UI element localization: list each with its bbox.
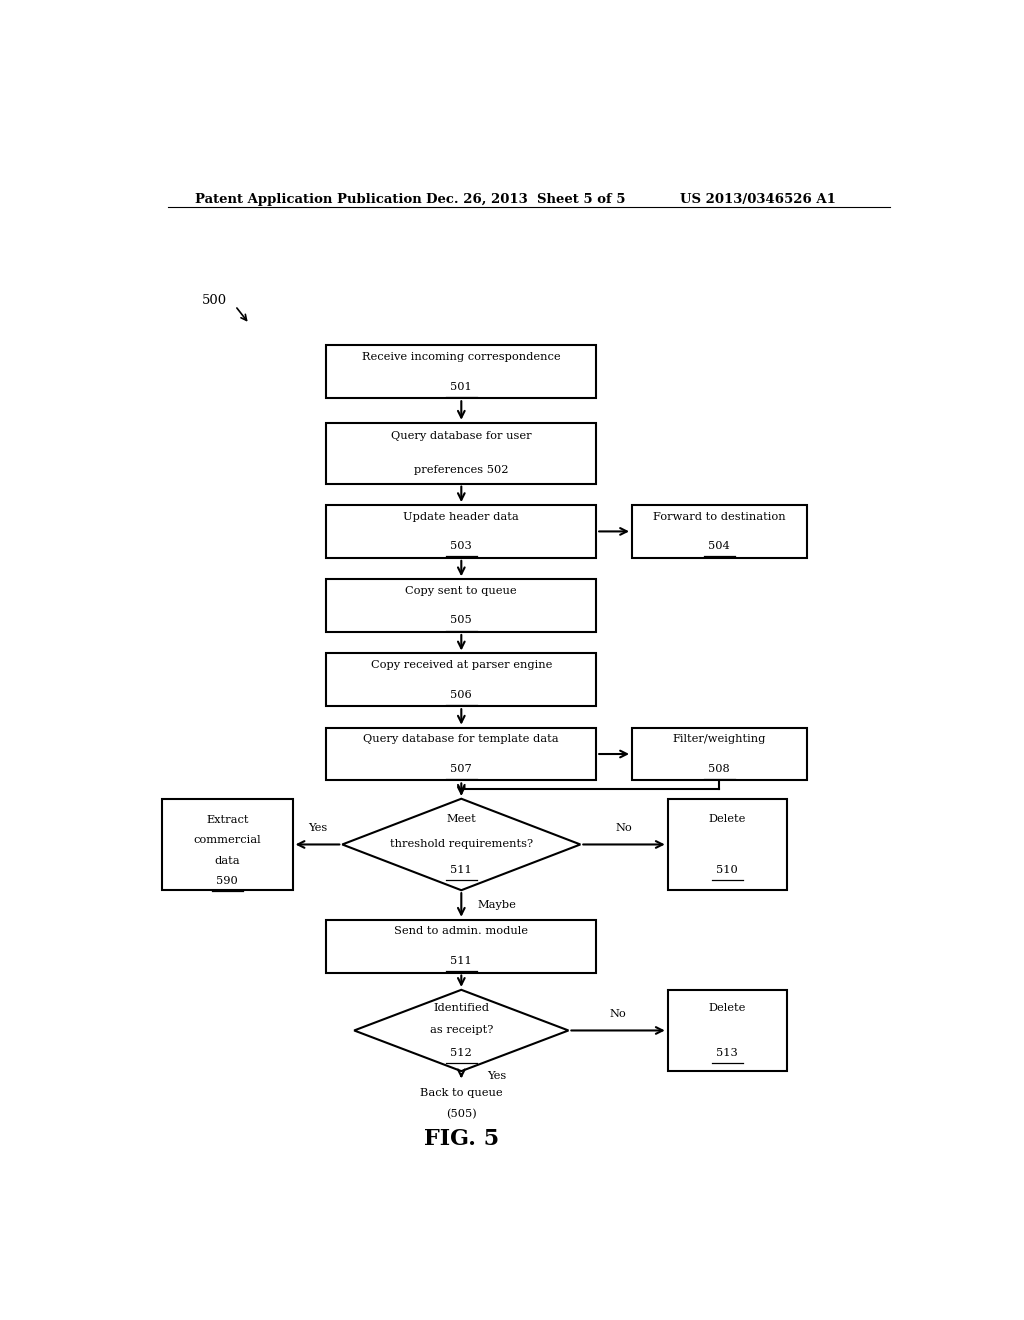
Text: 512: 512 <box>451 1048 472 1059</box>
Text: No: No <box>609 1010 627 1019</box>
Text: 510: 510 <box>717 865 738 875</box>
Bar <box>327 727 596 780</box>
Text: No: No <box>615 824 633 833</box>
Text: Copy received at parser engine: Copy received at parser engine <box>371 660 552 671</box>
Text: Copy sent to queue: Copy sent to queue <box>406 586 517 595</box>
Text: Identified: Identified <box>433 1003 489 1012</box>
Text: Yes: Yes <box>308 824 327 833</box>
Text: FIG. 5: FIG. 5 <box>424 1129 499 1150</box>
Text: Filter/weighting: Filter/weighting <box>673 734 766 744</box>
Bar <box>632 506 807 558</box>
Bar <box>327 920 596 973</box>
Text: Yes: Yes <box>487 1072 507 1081</box>
Text: 507: 507 <box>451 764 472 774</box>
Text: Receive incoming correspondence: Receive incoming correspondence <box>362 352 560 362</box>
Bar <box>668 990 786 1071</box>
Polygon shape <box>342 799 581 890</box>
Text: 513: 513 <box>717 1048 738 1059</box>
Text: 504: 504 <box>709 541 730 552</box>
Text: Update header data: Update header data <box>403 512 519 521</box>
Text: Back to queue: Back to queue <box>420 1089 503 1098</box>
Bar <box>327 422 596 483</box>
Text: Delete: Delete <box>709 814 745 824</box>
Bar <box>327 506 596 558</box>
Text: 511: 511 <box>451 865 472 875</box>
Bar <box>632 727 807 780</box>
Text: 508: 508 <box>709 764 730 774</box>
Text: Query database for user: Query database for user <box>391 432 531 441</box>
Text: commercial: commercial <box>194 836 261 845</box>
Text: data: data <box>214 855 240 866</box>
Text: Dec. 26, 2013  Sheet 5 of 5: Dec. 26, 2013 Sheet 5 of 5 <box>426 193 625 206</box>
Text: preferences 502: preferences 502 <box>414 465 509 475</box>
Text: 506: 506 <box>451 689 472 700</box>
Bar <box>668 799 786 890</box>
Text: US 2013/0346526 A1: US 2013/0346526 A1 <box>680 193 836 206</box>
Polygon shape <box>354 990 568 1071</box>
Text: 505: 505 <box>451 615 472 626</box>
Bar <box>327 346 596 399</box>
Bar <box>327 579 596 632</box>
Text: 511: 511 <box>451 956 472 966</box>
Text: 503: 503 <box>451 541 472 552</box>
Bar <box>162 799 293 890</box>
Text: threshold requirements?: threshold requirements? <box>390 840 532 850</box>
Bar <box>327 653 596 706</box>
Text: Maybe: Maybe <box>477 900 516 909</box>
Text: 501: 501 <box>451 381 472 392</box>
Text: Extract: Extract <box>206 816 249 825</box>
Text: Forward to destination: Forward to destination <box>653 512 785 521</box>
Text: Send to admin. module: Send to admin. module <box>394 927 528 936</box>
Text: 590: 590 <box>216 875 238 886</box>
Text: Meet: Meet <box>446 814 476 824</box>
Text: Delete: Delete <box>709 1003 745 1012</box>
Text: Patent Application Publication: Patent Application Publication <box>196 193 422 206</box>
Text: as receipt?: as receipt? <box>430 1026 493 1035</box>
Text: Query database for template data: Query database for template data <box>364 734 559 744</box>
Text: 500: 500 <box>202 294 227 308</box>
Text: (505): (505) <box>445 1109 477 1119</box>
